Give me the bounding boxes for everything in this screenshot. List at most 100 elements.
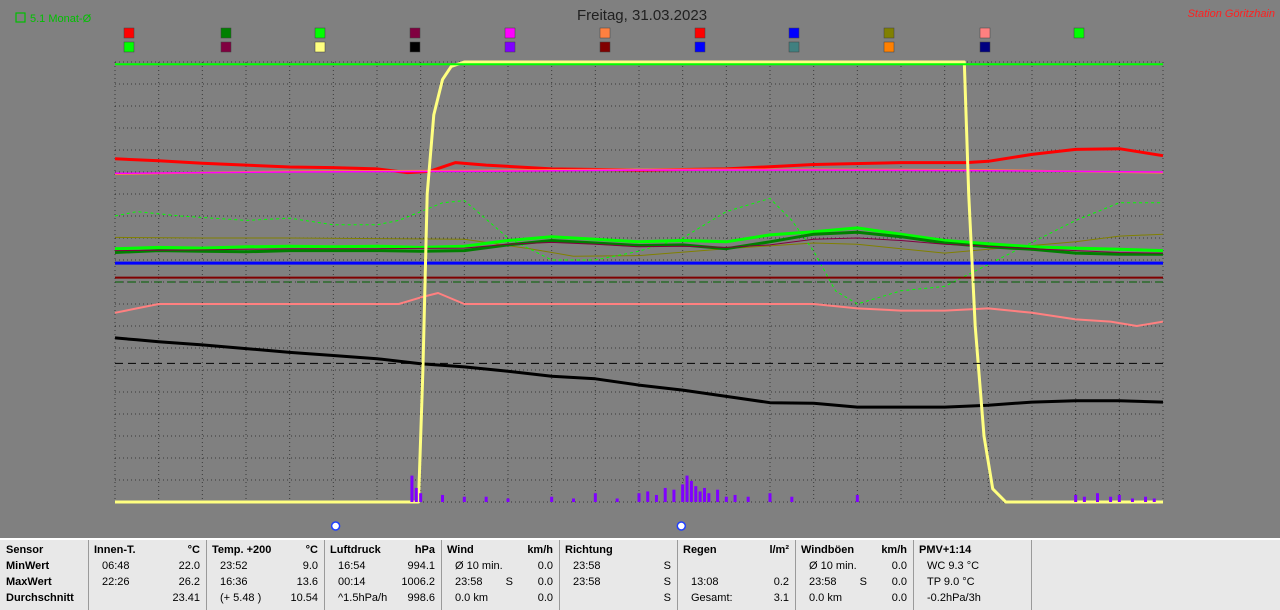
stats-cell-value: 10.54 <box>290 592 318 604</box>
stats-column-title: Richtung <box>565 544 613 556</box>
stats-cell-label: 23:58 <box>573 560 601 572</box>
legend-swatch <box>883 41 895 53</box>
rain-bar <box>689 480 693 502</box>
legend-swatch <box>979 41 991 53</box>
rain-bar <box>698 491 702 502</box>
stats-cell-label: 23:58 <box>455 576 483 588</box>
stats-header-row: Innen-T. °C <box>88 542 206 558</box>
legend-swatch <box>1073 27 1085 39</box>
rain-bar <box>733 494 737 502</box>
stats-cell-value: 994.1 <box>407 560 435 572</box>
stats-column-unit: hPa <box>414 544 435 556</box>
period-label[interactable]: 5.1 Monat-Ø <box>30 13 92 25</box>
stats-row: Ø 10 min. 0.0 <box>441 558 559 574</box>
stats-cell-label: MinWert <box>6 560 50 572</box>
legend-swatch <box>599 27 611 39</box>
stats-cell-value: 26.2 <box>178 576 200 588</box>
rain-bar <box>1117 494 1121 502</box>
rain-bar <box>1144 496 1148 502</box>
legend-swatch <box>883 27 895 39</box>
stats-column: Temp. +200 °C 23:52 9.0 16:36 13.6 (+ 5.48 ) 10… <box>206 540 325 610</box>
legend-swatch <box>504 27 516 39</box>
legend-swatch <box>409 41 421 53</box>
station-name: Station Göritzhain <box>1188 8 1275 20</box>
stats-column-title: Regen <box>683 544 717 556</box>
stats-column-title: Temp. +200 <box>212 544 272 556</box>
stats-row: 13:08 0.2 <box>677 574 795 590</box>
period-toggle[interactable]: 5.1 Monat-Ø <box>15 12 92 25</box>
stats-cell-label: 16:54 <box>338 560 366 572</box>
series-line-3 <box>114 233 1164 257</box>
stats-column-title: Sensor <box>6 544 44 556</box>
stats-cell-value: 0.2 <box>773 576 789 588</box>
legend-swatch <box>694 41 706 53</box>
stats-column-unit: km/h <box>881 544 907 556</box>
stats-cell-direction: S <box>663 592 671 604</box>
stats-row: (+ 5.48 ) 10.54 <box>206 590 324 606</box>
stats-column-unit: °C <box>305 544 318 556</box>
rain-bar <box>484 496 488 502</box>
stats-cell-label: Gesamt: <box>691 592 733 604</box>
stats-column: Sensor MinWert MaxWert Durchschnitt <box>0 540 89 610</box>
stats-column: Windböen km/h Ø 10 min. 0.0 23:58 S 0.0 0.0 km 0… <box>795 540 914 610</box>
stats-header-row: Temp. +200 °C <box>206 542 324 558</box>
stats-cell-label: MaxWert <box>6 576 52 588</box>
period-checkbox[interactable] <box>15 12 26 23</box>
stats-cell-label: 23:52 <box>220 560 248 572</box>
stats-cell-label: WC 9.3 °C <box>927 560 980 572</box>
stats-header-row: PMV+1:14 <box>913 542 1031 558</box>
rain-bar <box>654 494 658 502</box>
stats-cell-label: 13:08 <box>691 576 719 588</box>
rain-bar <box>707 493 711 502</box>
rain-bar <box>790 496 794 502</box>
stats-row: MinWert <box>0 558 88 574</box>
stats-cell-label: 16:36 <box>220 576 248 588</box>
stats-row: 06:48 22.0 <box>88 558 206 574</box>
series-line-7 <box>114 237 1164 254</box>
stats-table: Sensor MinWert MaxWert Durchschnitt Innen-T.… <box>0 538 1280 610</box>
stats-cell-label: 23:58 <box>809 576 837 588</box>
stats-header-row: Wind km/h <box>441 542 559 558</box>
rain-bar <box>615 498 619 502</box>
stats-row: MaxWert <box>0 574 88 590</box>
stats-column-title: Wind <box>447 544 474 556</box>
rain-bar <box>414 487 418 502</box>
rain-bar <box>441 494 444 502</box>
stats-cell-value: 0.0 <box>537 592 553 604</box>
stats-row: -0.2hPa/3h <box>913 590 1031 606</box>
stats-cell-label: 00:14 <box>338 576 366 588</box>
rain-bar <box>1082 496 1086 502</box>
rain-bar <box>572 498 575 502</box>
stats-column: Luftdruck hPa 16:54 994.1 00:14 1006.2 ^1.5hPa… <box>324 540 442 610</box>
stats-column: Regen l/m² 13:08 0.2 Gesamt: 3.1 <box>677 540 796 610</box>
rain-bar <box>1130 498 1134 502</box>
stats-cell-value: 0.0 <box>891 576 907 588</box>
series-line-6 <box>114 230 1163 256</box>
stats-column: Richtung 23:58 S 23:58 S S <box>559 540 678 610</box>
stats-cell-label: Durchschnitt <box>6 592 74 604</box>
stats-column-unit: km/h <box>527 544 553 556</box>
legend-swatch <box>123 27 135 39</box>
stats-cell-label: Ø 10 min. <box>455 560 503 572</box>
legend-swatch <box>788 41 800 53</box>
stats-cell-direction: S <box>663 576 671 588</box>
stats-column-title: Windböen <box>801 544 855 556</box>
stats-cell-value: 0.0 <box>891 592 907 604</box>
legend-swatch <box>123 41 135 53</box>
legend-swatch <box>220 27 232 39</box>
stats-cell-value: 23.41 <box>172 592 200 604</box>
rain-bar <box>703 487 706 502</box>
stats-row: 23:52 9.0 <box>206 558 324 574</box>
rain-bar <box>681 484 685 502</box>
stats-cell-label: 0.0 km <box>455 592 489 604</box>
axes-layer <box>330 521 687 531</box>
legend-swatch <box>694 27 706 39</box>
stats-cell-direction: S <box>663 560 671 572</box>
stats-row: Durchschnitt <box>0 590 88 606</box>
legend <box>123 27 1085 53</box>
rain-bar <box>685 475 689 502</box>
stats-cell-value: 998.6 <box>407 592 435 604</box>
stats-column-title: Innen-T. <box>94 544 136 556</box>
sun-marker-icon <box>330 521 341 531</box>
rain-bar <box>855 494 859 502</box>
